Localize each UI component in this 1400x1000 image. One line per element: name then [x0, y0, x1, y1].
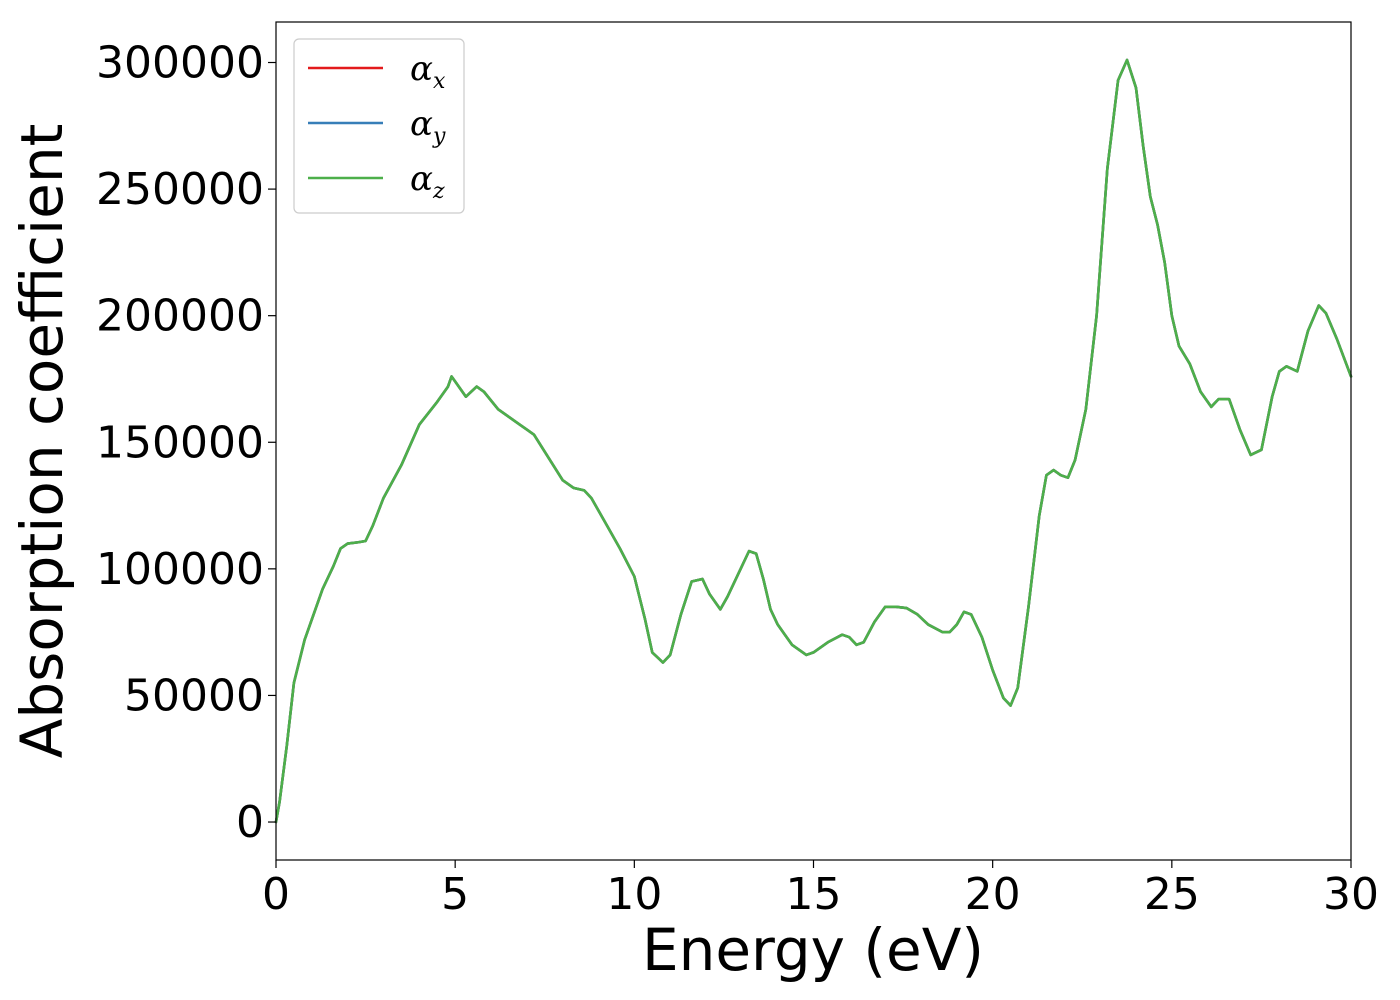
y-axis: 0 50000 100000 150000 200000 250000 300000	[96, 38, 276, 848]
x-tick-label: 25	[1144, 869, 1200, 920]
x-tick-label: 30	[1323, 869, 1379, 920]
y-tick-label: 100000	[96, 544, 264, 595]
legend-label: αx	[410, 49, 446, 94]
x-tick-label: 0	[262, 869, 290, 920]
x-axis-title: Energy (eV)	[642, 916, 984, 984]
y-tick-label: 50000	[124, 670, 264, 721]
x-tick-label: 15	[786, 869, 842, 920]
series-layer	[274, 58, 1353, 824]
y-tick-label: 200000	[96, 291, 264, 342]
legend-box	[293, 38, 465, 214]
y-tick-label: 0	[236, 797, 264, 848]
x-axis: 0 5 10 15 20 25 30	[262, 860, 1379, 920]
legend-label: αz	[410, 159, 445, 204]
y-tick-label: 250000	[96, 164, 264, 215]
legend: αx αy αz	[293, 38, 465, 214]
x-tick-label: 5	[441, 869, 469, 920]
y-tick-label: 300000	[96, 38, 264, 89]
y-axis-title: Absorption coefficient	[8, 124, 76, 759]
x-tick-label: 20	[965, 869, 1021, 920]
x-tick-label: 10	[606, 869, 662, 920]
series-line-2	[274, 58, 1353, 824]
legend-label: αy	[410, 104, 446, 149]
y-tick-label: 150000	[96, 417, 264, 468]
